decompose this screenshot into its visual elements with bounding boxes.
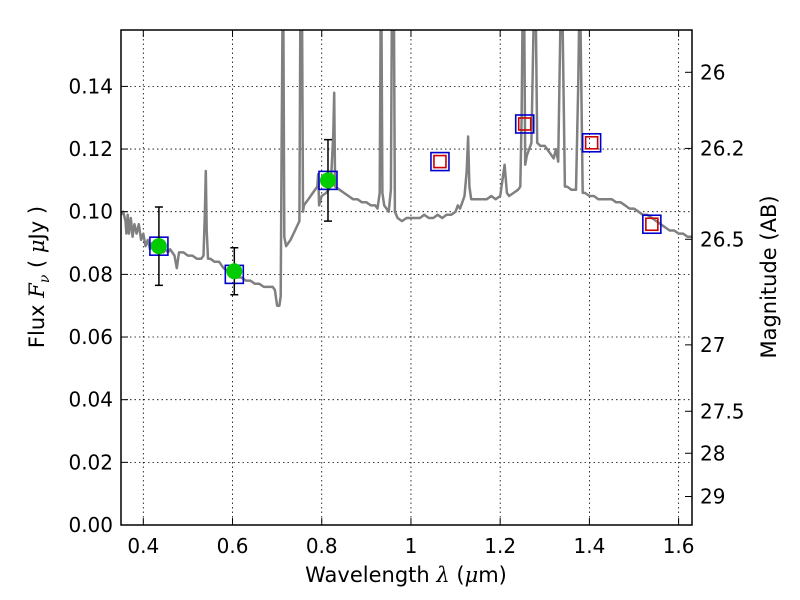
observed-point [226,263,243,280]
x-axis-label: Wavelength λ (μm) [305,563,507,587]
y2-tick-label: 29 [700,484,725,508]
x-tick-label: 1 [405,534,418,558]
y2-tick-label: 27.5 [700,399,745,423]
sed-line [121,30,692,307]
y2-tick-label: 26 [700,60,725,84]
y-tick-label: 0.12 [68,137,113,161]
observed-point [319,172,336,189]
x-tick-label: 1.4 [573,534,605,558]
x-tick-label: 1.6 [663,534,695,558]
x-tick-label: 1.2 [484,534,516,558]
y-tick-label: 0.14 [68,74,113,98]
model-square-marker [642,214,662,235]
x-tick-label: 0.6 [217,534,249,558]
y-tick-label: 0.00 [68,513,113,537]
x-tick-label: 0.4 [127,534,159,558]
y-tick-label: 0.02 [68,450,113,474]
y2-tick-label: 27 [700,333,725,357]
x-tick-label: 0.8 [306,534,338,558]
limit-square-marker [517,117,532,131]
y-tick-label: 0.04 [68,388,113,412]
limit-square-marker [645,217,659,232]
y-axis-label: Flux Fν ( μJy ) [25,206,53,348]
y2-axis-label: Magnitude (AB) [757,195,781,358]
model-square-marker [581,132,602,153]
observed-point [150,238,167,255]
model-square-marker [430,151,450,172]
y2-tick-label: 26.5 [700,227,745,251]
limit-square-marker [584,135,599,150]
y2-tick-label: 26.2 [700,136,745,160]
y-tick-label: 0.10 [68,200,113,224]
limit-square-marker [433,154,447,169]
y2-tick-label: 28 [700,441,725,465]
plot-area [121,30,692,307]
y-tick-label: 0.06 [68,325,113,349]
y-tick-label: 0.08 [68,262,113,286]
model-square-marker [514,114,535,134]
plot-frame [120,29,693,526]
axis-ticks: 0.4 0.6 0.8 1 1.2 1.4 1.6 0.00 0.02 0.04 0.06 0.08 0… [68,30,745,558]
